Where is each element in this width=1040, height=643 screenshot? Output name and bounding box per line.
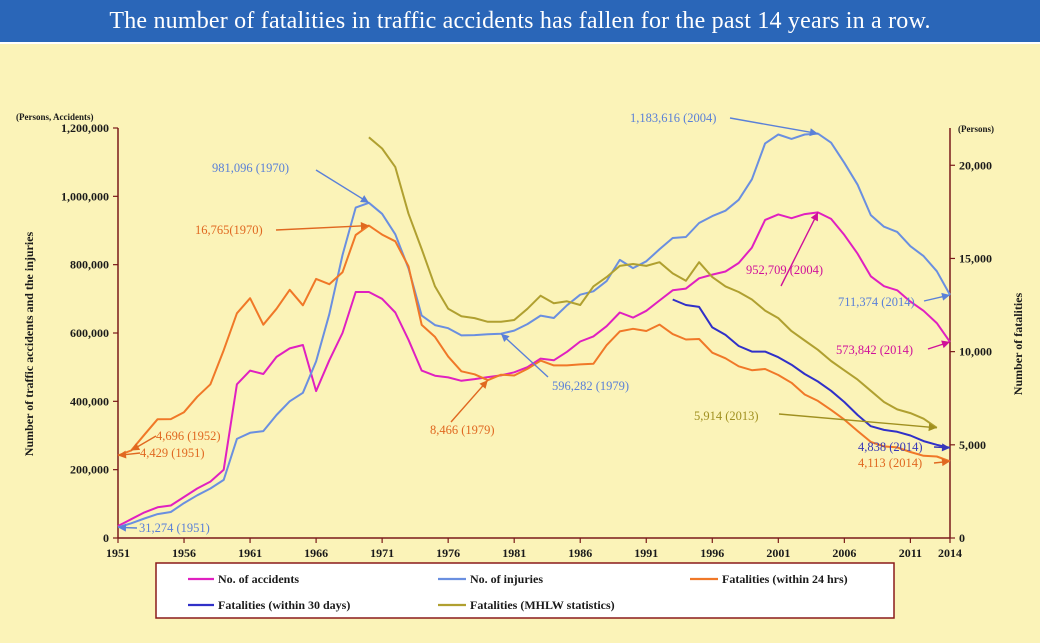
series-line-fatalities-within-24-hrs — [117, 224, 951, 463]
annotation-label: 8,466 (1979) — [430, 423, 495, 437]
left-tick-label: 200,000 — [70, 463, 109, 477]
right-tick-label: 10,000 — [959, 345, 992, 359]
x-tick-label: 2001 — [766, 546, 790, 560]
annotation-arrowhead — [118, 450, 127, 459]
annotation-label: 4,429 (1951) — [140, 446, 205, 460]
annotation-label: 711,374 (2014) — [838, 295, 915, 309]
series-line-fatalities-within-30-days — [672, 298, 951, 449]
legend-label-injuries: No. of injuries — [470, 572, 543, 586]
left-tick-label: 800,000 — [70, 258, 109, 272]
x-tick-label: 1981 — [502, 546, 526, 560]
annotation-label: 4,113 (2014) — [858, 456, 922, 470]
x-tick-label: 2006 — [832, 546, 856, 560]
right-tick-label: 15,000 — [959, 251, 992, 265]
x-tick-label: 2011 — [899, 546, 922, 560]
series-lines — [117, 132, 951, 529]
left-tick-label: 600,000 — [70, 326, 109, 340]
legend-label-accidents: No. of accidents — [218, 572, 299, 586]
annotation-arrow — [275, 224, 369, 231]
annotation-label: 952,709 (2004) — [746, 263, 823, 277]
annotation-arrowhead — [941, 458, 950, 467]
legend-label-fatal-mhlw: Fatalities (MHLW statistics) — [470, 598, 615, 612]
x-tick-label: 1991 — [634, 546, 658, 560]
annotations: 1,183,616 (2004) 981,096 (1970) 16,765(197… — [117, 111, 951, 535]
x-tick-label: 1966 — [304, 546, 328, 560]
legend-label-fatal-30d: Fatalities (within 30 days) — [218, 598, 350, 612]
annotation-arrowhead — [941, 443, 950, 452]
x-tick-label: 1956 — [172, 546, 196, 560]
annotation-arrowhead — [131, 442, 141, 451]
annotation-label: 1,183,616 (2004) — [630, 111, 716, 125]
x-tick-label: 1971 — [370, 546, 394, 560]
annotation-arrow — [500, 333, 549, 378]
annotation-arrowhead — [941, 340, 950, 349]
annotation-arrowhead — [360, 221, 369, 230]
x-tick-label: 1961 — [238, 546, 262, 560]
annotation-label: 16,765(1970) — [195, 223, 263, 237]
right-axis-unit: (Persons) — [958, 124, 994, 134]
x-tick-label: 1986 — [568, 546, 592, 560]
axis-ticks: 0 200,000 400,000 600,000 800,000 1,000,000 1,… — [61, 121, 992, 560]
annotation-label: 573,842 (2014) — [836, 343, 913, 357]
right-axis-title: Number of fatalities — [1011, 292, 1025, 395]
right-tick-label: 0 — [959, 531, 965, 545]
legend: No. of accidents No. of injuries Fatalit… — [155, 562, 895, 619]
x-tick-label: 1996 — [700, 546, 724, 560]
left-tick-label: 1,200,000 — [61, 121, 109, 135]
annotation-arrowhead — [479, 380, 488, 389]
chart-panel: (Persons, Accidents) (Persons) Number of… — [0, 44, 1040, 643]
x-tick-label: 2014 — [938, 546, 962, 560]
series-line-fatalities-mhlw-statistics — [368, 136, 938, 429]
annotation-arrow — [450, 379, 489, 423]
annotation-arrowhead — [928, 423, 937, 432]
page-title: The number of fatalities in traffic acci… — [109, 7, 931, 34]
annotation-arrow — [778, 413, 937, 429]
annotation-label: 5,914 (2013) — [694, 409, 759, 423]
left-tick-label: 1,000,000 — [61, 189, 109, 203]
annotation-arrow — [729, 117, 819, 135]
annotation-arrowhead — [360, 195, 369, 203]
x-tick-label: 1976 — [436, 546, 460, 560]
left-tick-label: 0 — [103, 531, 109, 545]
legend-box — [155, 562, 895, 619]
annotation-label: 4,696 (1952) — [156, 429, 221, 443]
annotation-label: 981,096 (1970) — [212, 161, 289, 175]
left-axis-unit: (Persons, Accidents) — [16, 112, 94, 122]
annotation-arrowhead — [810, 212, 818, 222]
annotation-arrow — [315, 169, 370, 204]
series-line-no-of-injuries — [117, 132, 951, 529]
right-tick-label: 5,000 — [959, 438, 986, 452]
annotation-arrowhead — [809, 128, 818, 137]
annotation-arrowhead — [500, 333, 510, 343]
annotation-label: 4,838 (2014) — [858, 440, 923, 454]
series-line-no-of-accidents — [117, 211, 951, 527]
annotation-arrow — [780, 212, 819, 287]
annotation-label: 31,274 (1951) — [139, 521, 210, 535]
annotation-arrowhead — [941, 292, 950, 301]
x-tick-label: 1951 — [106, 546, 130, 560]
right-tick-label: 20,000 — [959, 158, 992, 172]
left-tick-label: 400,000 — [70, 394, 109, 408]
fatalities-chart: (Persons, Accidents) (Persons) Number of… — [16, 111, 1025, 619]
page-title-banner: The number of fatalities in traffic acci… — [0, 0, 1040, 42]
annotation-label: 596,282 (1979) — [552, 379, 629, 393]
annotation-arrowhead — [118, 523, 127, 532]
left-axis-title: Number of traffic accidents and the inju… — [22, 231, 36, 456]
legend-label-fatal-24h: Fatalities (within 24 hrs) — [722, 572, 848, 586]
